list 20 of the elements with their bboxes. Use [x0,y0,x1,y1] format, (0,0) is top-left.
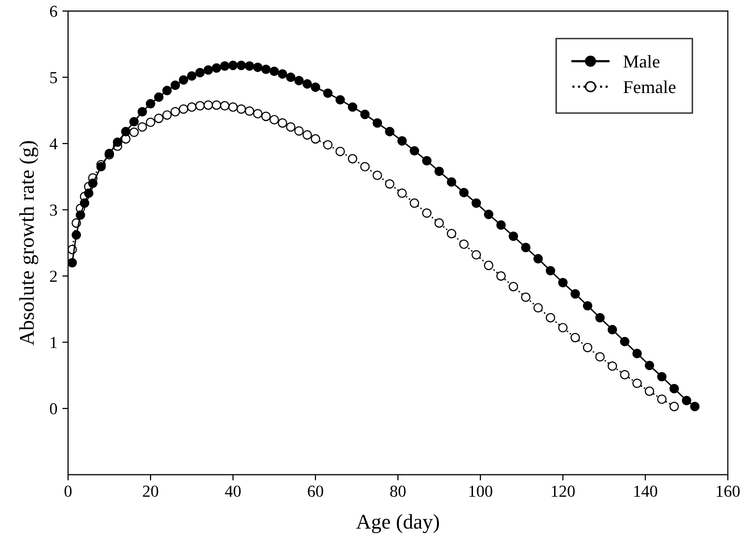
y-tick-label: 4 [50,138,58,150]
y-tick-label: 3 [50,204,57,216]
x-tick-label: 20 [142,486,158,497]
x-tick-label: 140 [634,486,658,497]
x-tick-label: 160 [716,486,740,497]
x-axis-title: Age (day) [356,514,439,534]
y-tick-label: 6 [50,6,58,17]
x-tick-label: 60 [308,486,324,497]
y-tick-label: 5 [50,72,57,84]
x-tick-label: 100 [469,486,492,497]
y-axis-title: Absolute growth rate (g) [19,141,38,346]
legend-label: Male [624,54,660,68]
x-tick-label: 40 [224,486,241,497]
legend-label: Female [624,80,676,94]
y-tick-label: 0 [50,403,58,414]
y-tick-label: 1 [50,337,57,348]
x-tick-label: 120 [552,486,575,497]
y-tick-label: 2 [50,270,57,282]
x-tick-label: 0 [64,486,72,497]
x-tick-label: 80 [390,486,406,497]
